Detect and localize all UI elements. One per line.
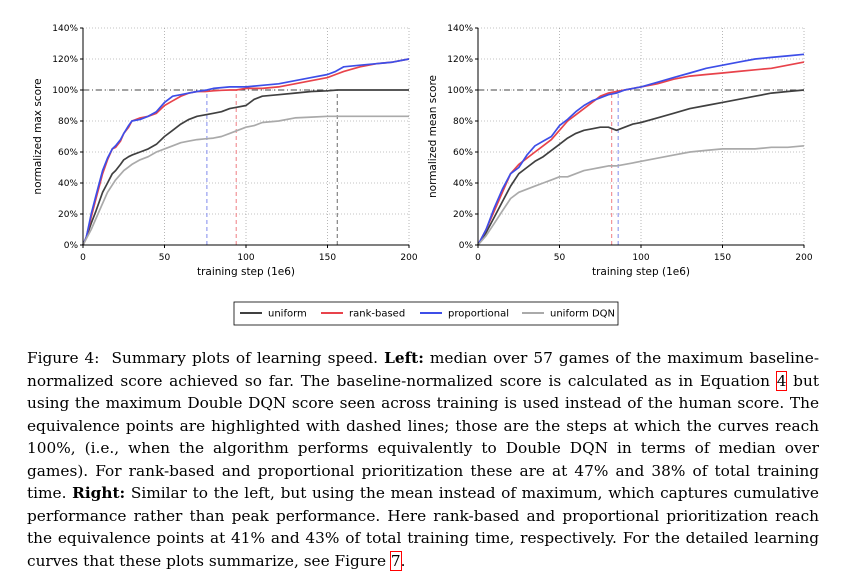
right-ytick-label-4: 80% (453, 117, 473, 127)
left-series-uniform-dqn (82, 115, 409, 246)
figure-4-summary-plots: 0% 20% 40% 60% 80% 100% 120% 140% 0 50 100 150 200 tr… (32, 24, 813, 326)
right-panel-mean-score: 0% 20% 40% 60% 80% 100% 120% 140% 0 50 100 150 200 tr… (427, 24, 813, 278)
caption-title: Summary plots of learning speed. (111, 349, 379, 367)
left-xtick-label-1: 50 (159, 253, 171, 263)
right-ytick-label-6: 120% (447, 55, 473, 65)
right-ytick-label-3: 60% (453, 148, 473, 158)
legend-label-rank-based: rank-based (349, 309, 405, 320)
legend-label-uniform-dqn: uniform DQN (550, 309, 615, 320)
left-ytick-label-0: 0% (64, 241, 79, 251)
equation-reference-link[interactable]: 4 (775, 370, 788, 391)
caption-figure-label: Figure 4: (27, 349, 100, 367)
left-ytick-label-3: 60% (58, 148, 78, 158)
left-series-proportional (82, 58, 410, 246)
caption-text-1: median over 57 games of the maximum base… (27, 349, 819, 390)
caption-text-2: but using the maximum Double DQN score s… (27, 371, 819, 503)
caption-text-4: . (400, 551, 406, 570)
caption-text-3: Similar to the left, but using the mean … (27, 484, 819, 570)
right-ytick-label-7: 140% (447, 24, 473, 34)
caption-left-label: Left: (384, 349, 424, 367)
left-panel-max-score: 0% 20% 40% 60% 80% 100% 120% 140% 0 50 100 150 200 tr… (32, 24, 418, 278)
left-xtick-label-3: 150 (319, 253, 336, 263)
legend-label-uniform: uniform (268, 309, 307, 320)
left-ytick-label-1: 20% (58, 210, 78, 220)
right-xtick-label-2: 100 (632, 253, 649, 263)
left-ytick-label-2: 40% (58, 179, 78, 189)
figure-caption: Figure 4: Summary plots of learning spee… (27, 347, 819, 572)
right-ytick-label-1: 20% (453, 210, 473, 220)
left-x-axis-label: training step (1e6) (197, 266, 295, 278)
right-xtick-label-0: 0 (475, 253, 481, 263)
left-ytick-label-5: 100% (52, 86, 78, 96)
right-ytick-label-2: 40% (453, 179, 473, 189)
right-ytick-label-0: 0% (459, 241, 474, 251)
left-xtick-label-2: 100 (237, 253, 254, 263)
right-y-axis-label: normalized mean score (427, 75, 439, 198)
right-series-uniform (477, 89, 805, 246)
right-xtick-label-1: 50 (554, 253, 566, 263)
right-series-rank-based (477, 61, 805, 246)
caption-right-label: Right: (72, 484, 126, 502)
left-ytick-label-7: 140% (52, 24, 78, 34)
legend: uniform rank-based proportional uniform DQN (233, 301, 619, 326)
left-xtick-label-4: 200 (400, 253, 417, 263)
left-y-axis-label: normalized max score (32, 78, 44, 194)
right-xtick-label-3: 150 (714, 253, 731, 263)
right-series-uniform-dqn (477, 144, 805, 246)
right-series-proportional (477, 53, 805, 246)
right-xtick-label-4: 200 (795, 253, 812, 263)
left-series-uniform (82, 89, 409, 246)
figure-reference-link[interactable]: 7 (389, 550, 402, 571)
left-xtick-label-0: 0 (80, 253, 86, 263)
right-x-axis-label: training step (1e6) (592, 266, 690, 278)
left-ytick-label-6: 120% (52, 55, 78, 65)
legend-label-proportional: proportional (448, 309, 509, 320)
left-ytick-label-4: 80% (58, 117, 78, 127)
right-ytick-label-5: 100% (447, 86, 473, 96)
